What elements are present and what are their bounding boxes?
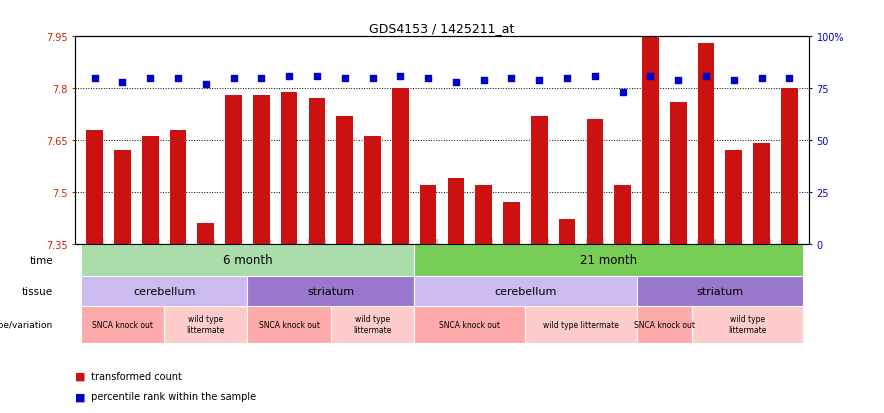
Point [505, 75, 519, 82]
FancyBboxPatch shape [415, 306, 525, 343]
Text: time: time [29, 255, 53, 265]
Bar [253, 96, 270, 244]
Bar [364, 137, 381, 244]
Text: cerebellum: cerebellum [494, 286, 557, 296]
Point [560, 75, 574, 82]
Point [421, 75, 435, 82]
Point [755, 75, 769, 82]
Text: striatum: striatum [697, 286, 743, 296]
Bar [753, 144, 770, 244]
Text: cerebellum: cerebellum [133, 286, 195, 296]
Text: SNCA knock out: SNCA knock out [439, 320, 500, 329]
Title: GDS4153 / 1425211_at: GDS4153 / 1425211_at [370, 21, 514, 35]
Text: genotype/variation: genotype/variation [0, 320, 53, 329]
FancyBboxPatch shape [80, 244, 415, 276]
Text: SNCA knock out: SNCA knock out [259, 320, 320, 329]
Bar [559, 220, 575, 244]
FancyBboxPatch shape [331, 306, 415, 343]
Text: ■: ■ [75, 392, 86, 401]
Bar [726, 151, 743, 244]
Bar [697, 44, 714, 244]
Text: SNCA knock out: SNCA knock out [92, 320, 153, 329]
Text: transformed count: transformed count [88, 371, 182, 381]
FancyBboxPatch shape [80, 276, 248, 306]
Bar [586, 120, 603, 244]
Bar [170, 130, 187, 244]
Bar [447, 178, 464, 244]
Point [255, 75, 269, 82]
Bar [476, 185, 492, 244]
Bar [141, 137, 158, 244]
FancyBboxPatch shape [636, 306, 692, 343]
Point [476, 77, 491, 84]
Bar [87, 130, 103, 244]
Text: 21 month: 21 month [580, 254, 637, 266]
Text: SNCA knock out: SNCA knock out [634, 320, 695, 329]
Point [782, 75, 796, 82]
Text: 6 month: 6 month [223, 254, 272, 266]
Point [365, 75, 379, 82]
Point [727, 77, 741, 84]
Text: ■: ■ [75, 371, 86, 381]
FancyBboxPatch shape [692, 306, 804, 343]
Point [338, 75, 352, 82]
FancyBboxPatch shape [164, 306, 248, 343]
Bar [114, 151, 131, 244]
Bar [642, 37, 659, 244]
Bar [670, 103, 687, 244]
Bar [531, 116, 547, 244]
FancyBboxPatch shape [415, 276, 636, 306]
Text: striatum: striatum [308, 286, 354, 296]
Point [449, 79, 463, 86]
FancyBboxPatch shape [415, 244, 804, 276]
Bar [309, 99, 325, 244]
Point [143, 75, 157, 82]
FancyBboxPatch shape [636, 276, 804, 306]
Point [532, 77, 546, 84]
Bar [781, 89, 797, 244]
Point [171, 75, 185, 82]
Bar [420, 185, 437, 244]
Point [226, 75, 240, 82]
Point [199, 81, 213, 88]
Text: wild type
littermate: wild type littermate [728, 315, 767, 334]
Point [615, 90, 629, 96]
Bar [337, 116, 353, 244]
FancyBboxPatch shape [248, 276, 415, 306]
FancyBboxPatch shape [525, 306, 636, 343]
Point [282, 73, 296, 80]
FancyBboxPatch shape [248, 306, 331, 343]
Bar [503, 203, 520, 244]
Point [671, 77, 685, 84]
Point [88, 75, 102, 82]
Text: tissue: tissue [22, 286, 53, 296]
Bar [225, 96, 242, 244]
Point [644, 73, 658, 80]
Point [699, 73, 713, 80]
Bar [392, 89, 408, 244]
Point [588, 73, 602, 80]
Text: wild type
littermate: wild type littermate [354, 315, 392, 334]
Point [310, 73, 324, 80]
Text: percentile rank within the sample: percentile rank within the sample [88, 392, 256, 401]
Text: wild type littermate: wild type littermate [543, 320, 619, 329]
Bar [614, 185, 631, 244]
Text: wild type
littermate: wild type littermate [187, 315, 225, 334]
FancyBboxPatch shape [80, 306, 164, 343]
Point [115, 79, 129, 86]
Bar [281, 93, 298, 244]
Bar [197, 223, 214, 244]
Point [393, 73, 408, 80]
